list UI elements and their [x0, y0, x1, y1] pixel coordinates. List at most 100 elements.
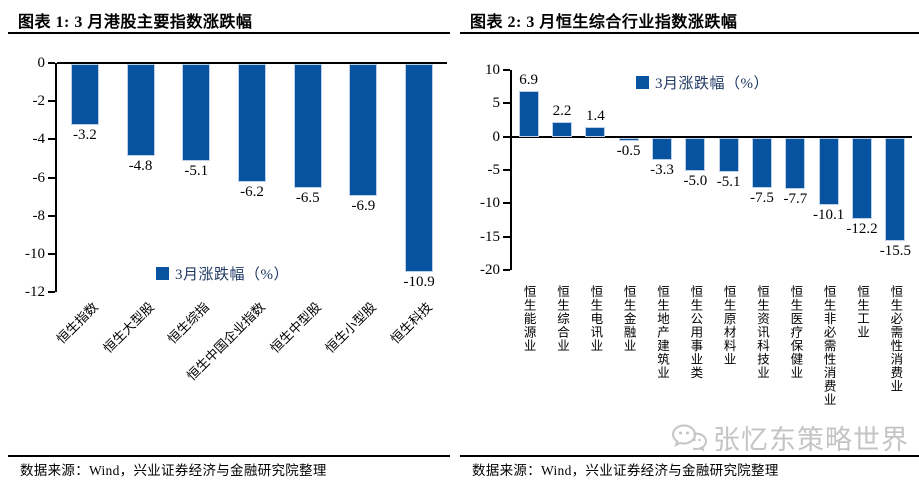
- y-axis-tick-label: -5: [487, 162, 501, 178]
- category-label: 恒生公用事业类: [688, 285, 703, 380]
- category-label: 恒生地产建筑业: [655, 285, 669, 380]
- figure1-bottom-rule: [8, 455, 450, 457]
- value-label: -7.7: [783, 191, 808, 207]
- y-axis-tick: [503, 202, 510, 205]
- category-label: 恒生科技: [387, 299, 436, 347]
- category-label: 恒生小型股: [322, 299, 380, 356]
- y-axis-tick-label: -12: [25, 284, 45, 300]
- category-label: 恒生指数: [53, 299, 101, 347]
- value-label: -5.1: [716, 173, 741, 190]
- legend-swatch: [156, 267, 169, 280]
- figure1-source: 数据来源：Wind，兴业证券经济与金融研究院整理: [20, 463, 327, 478]
- category-label: 恒生非必需性消费业: [821, 285, 836, 407]
- y-axis-tick-label: -2: [32, 93, 46, 110]
- category-label: 恒生医疗保健业: [788, 285, 803, 380]
- y-axis-tick-label: -20: [480, 262, 500, 278]
- bar: [785, 137, 806, 189]
- value-label: -0.5: [616, 143, 641, 159]
- y-axis-tick-label: 10: [485, 62, 500, 78]
- y-axis-tick: [48, 252, 55, 255]
- value-label: -6.2: [240, 184, 264, 201]
- y-axis-tick-label: -4: [32, 131, 46, 148]
- figure2-title-rule: [460, 32, 919, 34]
- y-axis-tick: [48, 138, 55, 141]
- y-axis: [55, 63, 57, 292]
- figure2-title: 图表 2: 3 月恒生综合行业指数涨跌幅: [470, 14, 738, 31]
- category-label: 恒生大型股: [99, 299, 157, 356]
- bar: [885, 137, 906, 241]
- y-axis-tick-label: 5: [492, 95, 501, 112]
- figure-2: 图表 2: 3 月恒生综合行业指数涨跌幅 10 5 0 -5 -10 -15 -20 6.9 恒…: [460, 6, 919, 481]
- value-label: -12.2: [846, 221, 878, 237]
- y-axis-tick: [48, 214, 55, 217]
- y-axis-tick: [48, 291, 55, 293]
- bar: [405, 64, 434, 272]
- value-label: -10.9: [403, 274, 435, 290]
- figure1-bar-chart: 0 -2 -4 -6 -8 -10 -12 -3.2 恒生指数 -4.8 恒生大型股 -5.1 恒生综指…: [8, 6, 450, 481]
- value-label: -10.1: [813, 207, 845, 223]
- y-axis-tick: [48, 100, 55, 103]
- bar: [552, 122, 572, 137]
- bar: [518, 90, 539, 137]
- value-label: 1.4: [585, 108, 605, 125]
- value-label: -6.9: [351, 197, 376, 214]
- category-label: 恒生电讯业: [588, 285, 603, 353]
- y-axis-tick: [48, 62, 55, 64]
- bar: [618, 137, 639, 141]
- bar: [585, 127, 606, 137]
- figure2-bar-chart: 10 5 0 -5 -10 -15 -20 6.9 恒生能源业 2.2 恒生综合业 1.4 恒生电讯业 -…: [460, 6, 919, 481]
- y-axis-tick-label: -6: [32, 169, 46, 186]
- category-label: 恒生工业: [855, 285, 869, 339]
- figure2-bottom-rule: [460, 455, 919, 457]
- watermark-label: 张忆东策略世界: [713, 425, 909, 455]
- y-axis-tick: [503, 169, 510, 171]
- value-label: -6.5: [295, 190, 320, 207]
- value-label: -5.0: [683, 173, 708, 189]
- legend-label: 3月涨跌幅（%）: [655, 76, 769, 92]
- y-axis-tick: [503, 102, 510, 105]
- y-axis-tick-label: 0: [37, 55, 46, 71]
- y-axis-tick-label: 0: [492, 128, 501, 145]
- y-axis-tick: [503, 69, 510, 71]
- y-axis-tick-label: -15: [480, 228, 500, 245]
- bar: [718, 137, 739, 172]
- bar: [852, 137, 872, 219]
- wechat-icon: [671, 422, 709, 454]
- bar: [652, 137, 672, 160]
- legend-label: 3月涨跌幅（%）: [175, 267, 289, 283]
- legend-swatch: [636, 76, 649, 89]
- value-label: -4.8: [128, 157, 153, 174]
- bar: [685, 137, 706, 171]
- legend: 3月涨跌幅（%）: [636, 72, 769, 93]
- y-axis-tick-label: -10: [25, 245, 45, 262]
- figure1-title-rule: [8, 32, 450, 34]
- category-label: 恒生中国企业指数: [183, 299, 268, 384]
- y-axis-tick: [503, 135, 510, 138]
- value-label: -7.5: [750, 189, 774, 206]
- bar: [238, 64, 266, 183]
- legend: 3月涨跌幅（%）: [156, 263, 289, 284]
- category-label: 恒生中型股: [267, 299, 324, 356]
- zero-axis-line: [57, 62, 447, 64]
- category-label: 恒生金融业: [621, 285, 636, 353]
- bar: [752, 137, 772, 188]
- category-label: 恒生必需性消费业: [888, 285, 903, 393]
- y-axis-tick-label: -8: [32, 207, 46, 224]
- value-label: 6.9: [519, 71, 539, 88]
- bar: [349, 64, 378, 196]
- wechat-watermark: 张忆东策略世界: [671, 418, 909, 457]
- bar: [70, 64, 99, 126]
- category-label: 恒生综指: [164, 299, 213, 347]
- zero-axis-line: [512, 135, 912, 138]
- bar: [293, 64, 322, 189]
- category-label: 恒生能源业: [521, 285, 536, 353]
- category-label: 恒生综合业: [555, 285, 569, 353]
- figure-1: 图表 1: 3 月港股主要指数涨跌幅 0 -2 -4 -6 -8 -10 -12 -3.2 恒生…: [8, 6, 450, 481]
- bar: [182, 64, 211, 162]
- value-label: -5.1: [184, 163, 209, 180]
- y-axis-tick-label: -10: [480, 195, 500, 212]
- bar: [126, 64, 155, 156]
- y-axis-tick: [503, 269, 510, 271]
- value-label: -15.5: [879, 243, 911, 259]
